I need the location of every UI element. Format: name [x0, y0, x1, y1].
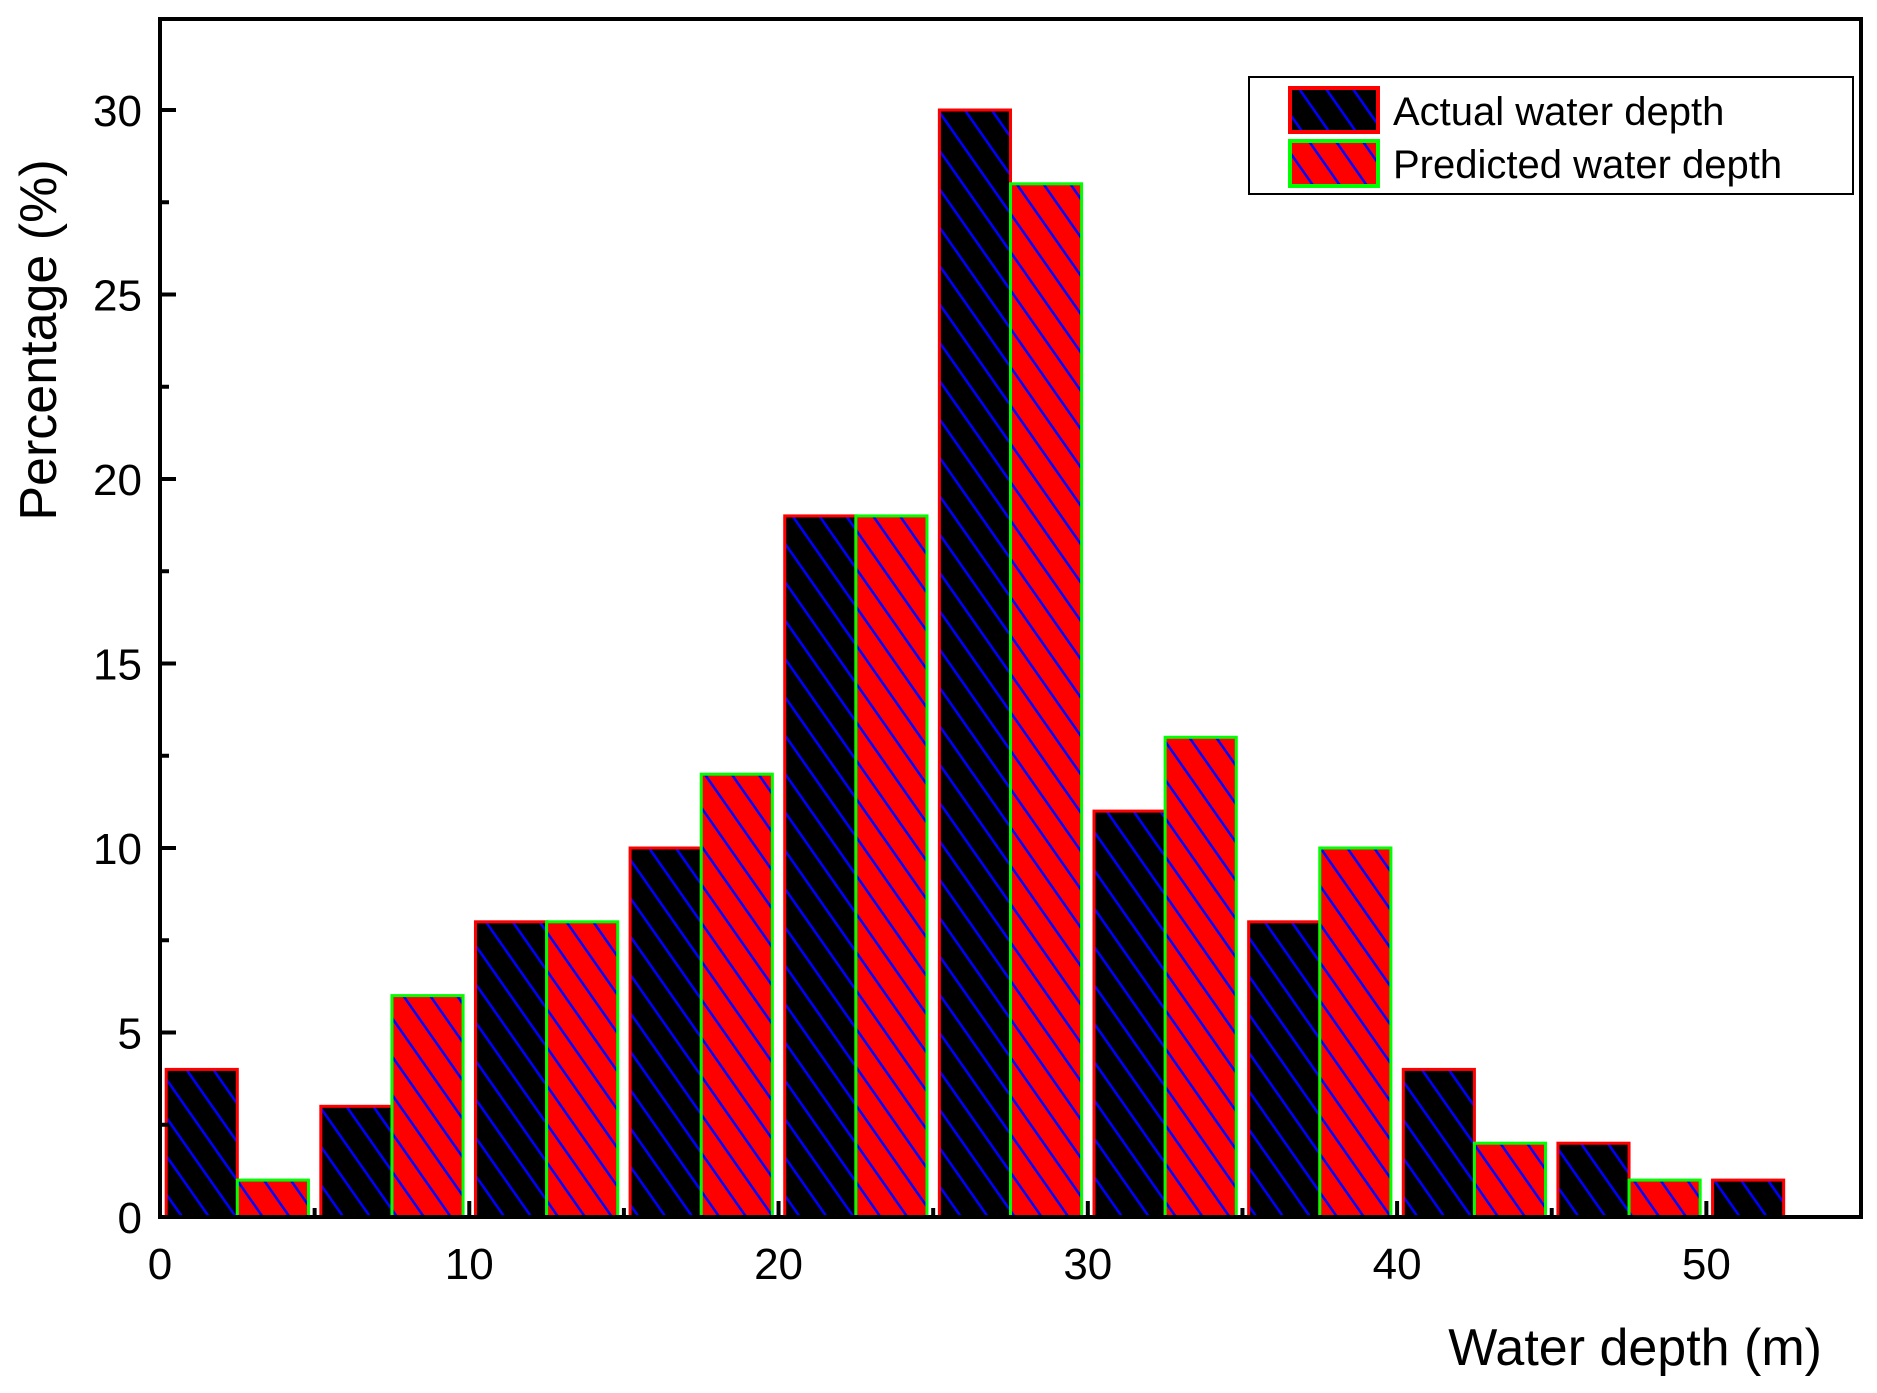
bar-predicted-10 [545, 920, 620, 1219]
bar-actual-30 [1092, 809, 1167, 1219]
axes: 0 5 10 15 20 25 30 0 10 20 30 40 50 [93, 17, 1863, 1289]
bar-actual-35 [1247, 920, 1322, 1219]
bar-predicted-20 [854, 514, 929, 1219]
legend-label-predicted: Predicted water depth [1393, 143, 1782, 187]
x-tick-label-10: 10 [445, 1240, 494, 1289]
bar-actual-5 [319, 1104, 394, 1219]
y-tick-label-15: 15 [93, 641, 142, 690]
legend-label-actual: Actual water depth [1393, 90, 1724, 134]
bar-actual-10 [473, 920, 549, 1219]
bar-actual-0 [164, 1067, 239, 1219]
x-tick-label-40: 40 [1373, 1240, 1422, 1289]
y-tick-label-10: 10 [93, 825, 142, 874]
bar-predicted-15 [699, 772, 774, 1219]
legend-swatch-predicted [1288, 139, 1380, 188]
bar-actual-40 [1401, 1067, 1476, 1219]
y-tick-label-20: 20 [93, 456, 142, 505]
x-tick-label-30: 30 [1063, 1240, 1112, 1289]
bar-actual-20 [783, 514, 858, 1219]
y-tick-label-30: 30 [93, 87, 142, 136]
bar-actual-15 [628, 846, 703, 1219]
legend-swatch-actual [1288, 86, 1380, 134]
x-axis-label: Water depth (m) [1448, 1319, 1822, 1377]
bar-predicted-30 [1163, 735, 1238, 1219]
bars-group [164, 108, 1786, 1219]
plot-frame [158, 17, 1863, 1219]
bar-actual-50 [1711, 1178, 1786, 1219]
bar-predicted-0 [235, 1178, 310, 1219]
x-tick-label-50: 50 [1682, 1240, 1731, 1289]
y-tick-label-0: 0 [118, 1194, 142, 1243]
bar-predicted-45 [1627, 1178, 1702, 1219]
x-tick-label-0: 0 [148, 1240, 172, 1289]
bar-actual-45 [1556, 1141, 1631, 1219]
y-tick-label-5: 5 [118, 1010, 142, 1059]
x-tick-label-20: 20 [754, 1240, 803, 1289]
legend: Actual water depth Predicted water depth [1248, 76, 1854, 195]
y-axis-label: Percentage (%) [10, 159, 68, 520]
y-tick-label-25: 25 [93, 272, 142, 321]
bar-predicted-5 [390, 994, 465, 1219]
bar-predicted-25 [1009, 182, 1084, 1219]
bar-predicted-40 [1472, 1141, 1548, 1219]
bar-actual-25 [937, 108, 1012, 1219]
bar-predicted-35 [1318, 846, 1393, 1219]
